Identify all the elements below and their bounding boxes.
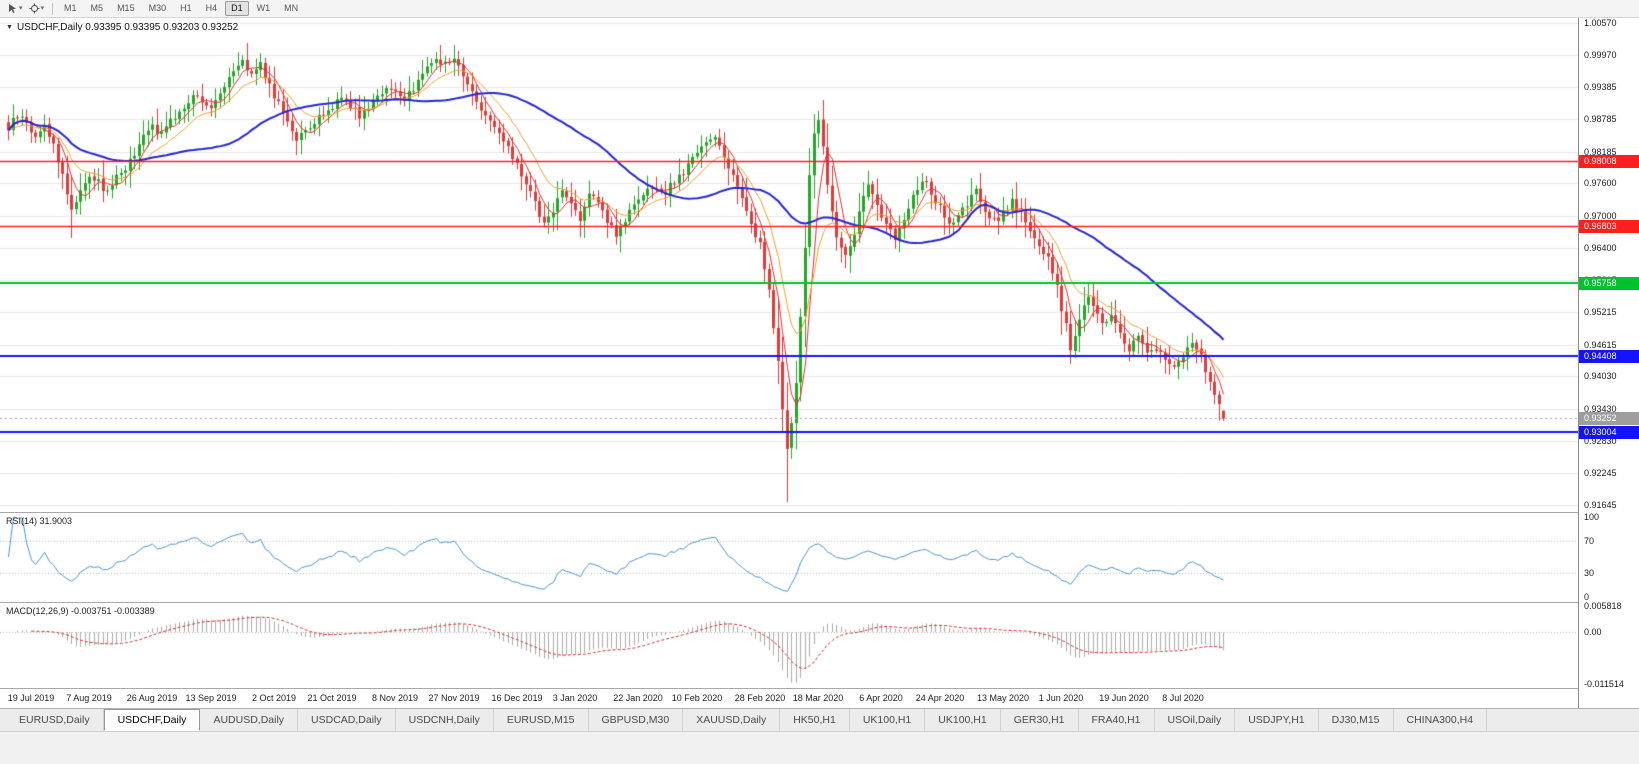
panel-separator — [0, 512, 1639, 513]
tab-strip-region: EURUSD,Daily USDCHF,Daily AUDUSD,Daily USDC… — [0, 708, 1639, 764]
price-chart-canvas[interactable] — [0, 18, 1578, 512]
price-tick-label: 0.93430 — [1584, 404, 1617, 414]
chart-tab-fra40-h1[interactable]: FRA40,H1 — [1078, 709, 1155, 731]
date-label: 28 Feb 2020 — [734, 693, 786, 703]
date-label: 21 Oct 2019 — [307, 693, 357, 703]
level-price-tag: 0.96803 — [1579, 220, 1639, 233]
timeframe-button-h4[interactable]: H4 — [205, 3, 218, 14]
level-price-tag: 0.93004 — [1579, 426, 1639, 439]
chevron-down-icon: ▾ — [19, 5, 23, 12]
chart-tab-usdjpy-h1[interactable]: USDJPY,H1 — [1235, 709, 1319, 731]
level-price-tag: 0.98008 — [1579, 155, 1639, 168]
date-label: 6 Apr 2020 — [859, 693, 903, 703]
toolbar-separator — [52, 2, 54, 15]
chart-tab-usoil-daily[interactable]: USOil,Daily — [1154, 709, 1236, 731]
rsi-tick-label: 70 — [1584, 536, 1595, 546]
price-tick-label: 0.96400 — [1584, 243, 1617, 253]
rsi-indicator-label: RSI(14) 31.9003 — [6, 516, 73, 526]
date-label: 18 Mar 2020 — [792, 693, 844, 703]
crosshair-icon — [29, 3, 40, 14]
chart-tabs-bar: EURUSD,Daily USDCHF,Daily AUDUSD,Daily USDC… — [0, 709, 1639, 732]
date-label: 24 Apr 2020 — [915, 693, 965, 703]
price-tick-label: 0.91645 — [1584, 500, 1617, 510]
date-label: 10 Feb 2020 — [671, 693, 723, 703]
rsi-tick-label: 30 — [1584, 568, 1595, 578]
date-label: 7 Aug 2019 — [66, 693, 112, 703]
macd-indicator-label: MACD(12,26,9) -0.003751 -0.003389 — [6, 606, 155, 616]
chart-tab-china300-h4[interactable]: CHINA300,H4 — [1393, 709, 1488, 731]
chart-tab-usdcad-daily[interactable]: USDCAD,Daily — [298, 709, 396, 731]
chart-tab-uk100-h1[interactable]: UK100,H1 — [849, 709, 926, 731]
date-label: 1 Jun 2020 — [1038, 693, 1084, 703]
chart-tab-uk100-h1[interactable]: UK100,H1 — [925, 709, 1001, 731]
price-tick-label: 0.99385 — [1584, 82, 1617, 92]
panel-separator — [0, 602, 1639, 603]
date-label: 22 Jan 2020 — [613, 693, 663, 703]
price-tick-label: 0.92830 — [1584, 436, 1617, 446]
chart-tab-hk50-h1[interactable]: HK50,H1 — [780, 709, 850, 731]
rsi-canvas[interactable] — [0, 512, 1578, 602]
date-label: 8 Nov 2019 — [371, 693, 419, 703]
price-tick-label: 0.92245 — [1584, 468, 1617, 478]
price-tick-label: 0.95215 — [1584, 307, 1617, 317]
timeframe-button-w1[interactable]: W1 — [256, 3, 271, 14]
price-tick-label: 0.97600 — [1584, 178, 1617, 188]
price-tick-label: 1.00570 — [1584, 18, 1617, 28]
date-label: 26 Aug 2019 — [126, 693, 178, 703]
date-label: 2 Oct 2019 — [251, 693, 297, 703]
timeframe-button-d1[interactable]: D1 — [225, 1, 249, 16]
date-label: 27 Nov 2019 — [428, 693, 480, 703]
rsi-tick-label: 100 — [1584, 512, 1600, 522]
chart-title: ▼ USDCHF,Daily 0.93395 0.93395 0.93203 0… — [6, 22, 238, 33]
date-label: 13 May 2020 — [976, 693, 1030, 703]
macd-tick-label: 0.00 — [1584, 627, 1602, 637]
chart-tab-eurusd-daily[interactable]: EURUSD,Daily — [6, 709, 104, 731]
price-tick-label: 0.97000 — [1584, 211, 1617, 221]
macd-tick-label: 0.005818 — [1584, 601, 1622, 611]
timeframe-button-m1[interactable]: M1 — [64, 3, 77, 14]
chart-tab-usdcnh-daily[interactable]: USDCNH,Daily — [395, 709, 494, 731]
collapse-arrow-icon[interactable]: ▼ — [6, 24, 13, 31]
price-tick-label: 0.94030 — [1584, 371, 1617, 381]
date-label: 19 Jun 2020 — [1099, 693, 1149, 703]
level-price-tag: 0.94408 — [1579, 350, 1639, 363]
chart-tab-usdchf-daily[interactable]: USDCHF,Daily — [103, 709, 201, 731]
date-label: 16 Dec 2019 — [491, 693, 543, 703]
chart-title-text: USDCHF,Daily 0.93395 0.93395 0.93203 0.9… — [16, 22, 239, 33]
macd-tick-label: -0.011514 — [1584, 679, 1624, 689]
timeframe-button-m30[interactable]: M30 — [148, 3, 167, 14]
chevron-down-icon: ▾ — [40, 5, 45, 12]
macd-canvas[interactable] — [0, 602, 1578, 688]
level-price-tag: 0.95758 — [1579, 277, 1639, 290]
chart-tab-gbpusd-m30[interactable]: GBPUSD,M30 — [588, 709, 684, 731]
cursor-arrow-icon — [9, 4, 16, 13]
timeframe-button-m5[interactable]: M5 — [90, 3, 104, 14]
timeframe-button-mn[interactable]: MN — [284, 3, 299, 14]
date-label: 8 Jul 2020 — [1162, 693, 1204, 703]
price-axis[interactable]: 1.00570 0.99970 0.99385 0.98785 0.98185 0.976… — [1578, 18, 1639, 708]
chart-tab-eurusd-m15[interactable]: EURUSD,M15 — [493, 709, 589, 731]
timeframe-buttons: M1 M5 M15 M30 H1 H4 D1 W1 MN — [58, 1, 304, 16]
chart-window: ▼ USDCHF,Daily 0.93395 0.93395 0.93203 0… — [0, 18, 1639, 708]
date-label: 13 Sep 2019 — [185, 693, 237, 703]
chart-tab-ger30-h1[interactable]: GER30,H1 — [1000, 709, 1079, 731]
timeframe-button-m15[interactable]: M15 — [117, 3, 135, 14]
price-tick-label: 0.99970 — [1584, 50, 1617, 60]
panel-separator — [0, 688, 1639, 689]
cursor-tool-button[interactable]: ▾ — [4, 3, 26, 14]
top-toolbar: ▾ ▾ M1 M5 M15 M30 H1 H4 D1 W1 MN — [0, 0, 1639, 18]
chart-tab-xauusd-daily[interactable]: XAUUSD,Daily — [683, 709, 781, 731]
date-axis[interactable]: 19 Jul 2019 7 Aug 2019 26 Aug 2019 13 Sep 2… — [0, 688, 1578, 708]
price-tick-label: 0.98185 — [1584, 147, 1617, 157]
chart-tab-dj30-m15[interactable]: DJ30,M15 — [1318, 709, 1394, 731]
timeframe-button-h1[interactable]: H1 — [180, 3, 192, 14]
chart-tab-audusd-daily[interactable]: AUDUSD,Daily — [200, 709, 299, 731]
crosshair-tool-button[interactable]: ▾ — [26, 3, 48, 14]
price-tick-label: 0.94615 — [1584, 340, 1617, 350]
rsi-tick-label: 0 — [1584, 592, 1590, 602]
date-label: 3 Jan 2020 — [552, 693, 598, 703]
current-price-tag: 0.93252 — [1579, 412, 1639, 425]
date-label: 19 Jul 2019 — [7, 693, 55, 703]
price-tick-label: 0.98785 — [1584, 114, 1617, 124]
